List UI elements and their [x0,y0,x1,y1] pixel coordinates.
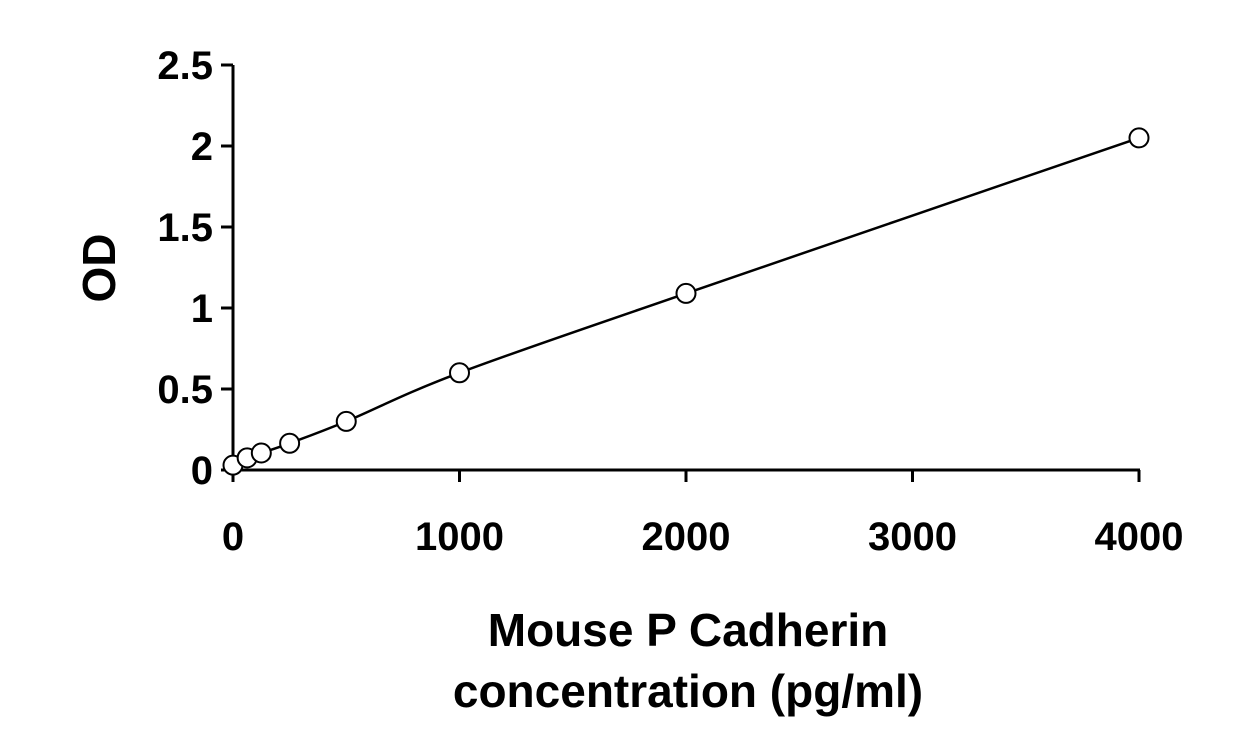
data-point [1128,127,1150,149]
data-point [335,410,357,432]
y-tick-label: 0.5 [157,368,213,412]
x-tick-label: 1000 [415,515,504,559]
x-tick-label: 0 [222,515,244,559]
data-point [250,442,272,464]
data-point [675,282,697,304]
x-tick-label: 2000 [642,515,731,559]
y-tick-label: 1 [191,287,213,331]
tick-labels: 0 0.5 1 1.5 2 2.5 0 1000 2000 3000 4000 [157,44,1183,559]
x-axis-title-line-1: Mouse P Cadherin [488,604,888,656]
y-tick-label: 1.5 [157,206,213,250]
x-tick-label: 4000 [1095,515,1184,559]
data-point [279,432,301,454]
y-tick-label: 0 [191,449,213,493]
x-tick-label: 3000 [868,515,957,559]
y-tick-label: 2 [191,125,213,169]
x-axis-title-line-2: concentration (pg/ml) [453,665,923,717]
data-points [222,127,1150,476]
data-point [449,362,470,384]
y-tick-label: 2.5 [157,44,213,88]
axes [221,63,1141,482]
y-axis-title: OD [73,234,125,303]
